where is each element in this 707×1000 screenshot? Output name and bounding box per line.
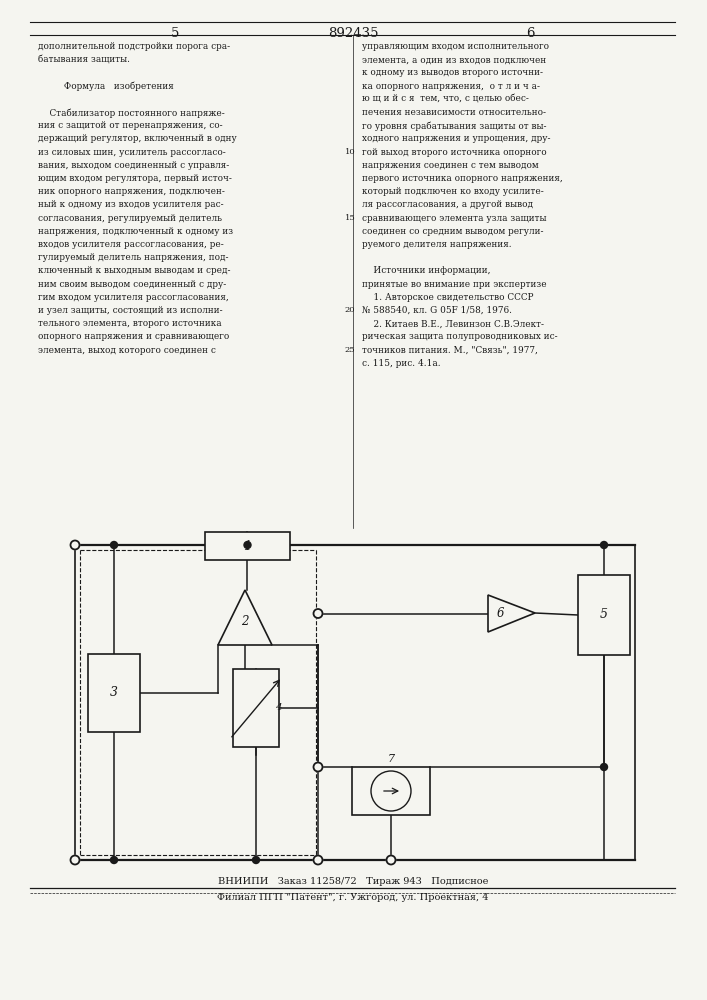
Text: ный к одному из входов усилителя рас-: ный к одному из входов усилителя рас- xyxy=(38,200,223,209)
Text: 10: 10 xyxy=(345,148,356,156)
Text: ВНИИПИ   Заказ 11258/72   Тираж 943   Подписное: ВНИИПИ Заказ 11258/72 Тираж 943 Подписно… xyxy=(218,877,489,886)
Text: сравнивающего элемента узла защиты: сравнивающего элемента узла защиты xyxy=(362,214,547,223)
Text: управляющим входом исполнительного: управляющим входом исполнительного xyxy=(362,42,549,51)
Text: 20: 20 xyxy=(345,306,355,314)
Bar xyxy=(88,654,140,732)
Circle shape xyxy=(371,771,411,811)
Bar xyxy=(352,767,430,815)
Text: гулируемый делитель напряжения, под-: гулируемый делитель напряжения, под- xyxy=(38,253,228,262)
Text: ка опорного напряжения,  о т л и ч а-: ка опорного напряжения, о т л и ч а- xyxy=(362,82,540,91)
Text: напряжения соединен с тем выводом: напряжения соединен с тем выводом xyxy=(362,161,539,170)
Text: ю щ и й с я  тем, что, с целью обес-: ю щ и й с я тем, что, с целью обес- xyxy=(362,95,529,104)
Text: 15: 15 xyxy=(344,214,356,222)
Text: 4: 4 xyxy=(275,704,281,712)
Text: ля рассогласования, а другой вывод: ля рассогласования, а другой вывод xyxy=(362,200,533,209)
Text: ния с защитой от перенапряжения, со-: ния с защитой от перенапряжения, со- xyxy=(38,121,223,130)
Text: Стабилизатор постоянного напряже-: Стабилизатор постоянного напряже- xyxy=(38,108,225,117)
Text: из силовых шин, усилитель рассогласо-: из силовых шин, усилитель рассогласо- xyxy=(38,148,226,157)
Text: точников питания. М., "Связь", 1977,: точников питания. М., "Связь", 1977, xyxy=(362,346,538,355)
Text: 1: 1 xyxy=(243,540,252,552)
Text: соединен со средним выводом регули-: соединен со средним выводом регули- xyxy=(362,227,544,236)
Text: ник опорного напряжения, подключен-: ник опорного напряжения, подключен- xyxy=(38,187,225,196)
Text: 2: 2 xyxy=(241,615,249,628)
Text: Источники информации,: Источники информации, xyxy=(362,266,491,275)
Text: 2. Китаев В.Е., Левинзон С.В.Элект-: 2. Китаев В.Е., Левинзон С.В.Элект- xyxy=(362,319,544,328)
Text: и узел защиты, состоящий из исполни-: и узел защиты, состоящий из исполни- xyxy=(38,306,223,315)
Text: Формула   изобретения: Формула изобретения xyxy=(38,82,174,91)
Text: печения независимости относительно-: печения независимости относительно- xyxy=(362,108,546,117)
Text: ходного напряжения и упрощения, дру-: ходного напряжения и упрощения, дру- xyxy=(362,134,551,143)
Text: батывания защиты.: батывания защиты. xyxy=(38,55,130,64)
Text: руемого делителя напряжения.: руемого делителя напряжения. xyxy=(362,240,512,249)
Text: элемента, а один из входов подключен: элемента, а один из входов подключен xyxy=(362,55,547,64)
Text: 6: 6 xyxy=(526,27,534,40)
Circle shape xyxy=(110,856,117,863)
Text: с. 115, рис. 4.1а.: с. 115, рис. 4.1а. xyxy=(362,359,440,368)
Text: ним своим выводом соединенный с дру-: ним своим выводом соединенный с дру- xyxy=(38,280,226,289)
Text: входов усилителя рассогласования, ре-: входов усилителя рассогласования, ре- xyxy=(38,240,223,249)
Polygon shape xyxy=(218,590,272,645)
Circle shape xyxy=(313,762,322,772)
Circle shape xyxy=(313,856,322,864)
Text: дополнительной подстройки порога сра-: дополнительной подстройки порога сра- xyxy=(38,42,230,51)
Circle shape xyxy=(252,856,259,863)
Text: № 588540, кл. G 05F 1/58, 1976.: № 588540, кл. G 05F 1/58, 1976. xyxy=(362,306,512,315)
Text: 6: 6 xyxy=(497,607,504,620)
Text: опорного напряжения и сравнивающего: опорного напряжения и сравнивающего xyxy=(38,332,229,341)
Text: рическая защита полупроводниковых ис-: рическая защита полупроводниковых ис- xyxy=(362,332,558,341)
Text: 1. Авторское свидетельство СССР: 1. Авторское свидетельство СССР xyxy=(362,293,534,302)
Bar xyxy=(233,669,279,747)
Text: гой выход второго источника опорного: гой выход второго источника опорного xyxy=(362,148,547,157)
Text: который подключен ко входу усилите-: который подключен ко входу усилите- xyxy=(362,187,544,196)
Text: принятые во внимание при экспертизе: принятые во внимание при экспертизе xyxy=(362,280,547,289)
Text: тельного элемента, второго источника: тельного элемента, второго источника xyxy=(38,319,221,328)
Bar xyxy=(578,575,630,655)
Text: 7: 7 xyxy=(387,754,395,764)
Bar xyxy=(205,532,290,560)
Text: элемента, выход которого соединен с: элемента, выход которого соединен с xyxy=(38,346,216,355)
Circle shape xyxy=(600,764,607,770)
Text: 25: 25 xyxy=(345,346,356,354)
Text: 3: 3 xyxy=(110,686,118,700)
Text: Филиал ПГП "Патент", г. Ужгород, ул. Проектная, 4: Филиал ПГП "Патент", г. Ужгород, ул. Про… xyxy=(217,893,489,902)
Circle shape xyxy=(244,542,251,548)
Circle shape xyxy=(387,856,395,864)
Circle shape xyxy=(600,542,607,548)
Text: напряжения, подключенный к одному из: напряжения, подключенный к одному из xyxy=(38,227,233,236)
Text: 5: 5 xyxy=(600,608,608,621)
Circle shape xyxy=(313,609,322,618)
Text: согласования, регулируемый делитель: согласования, регулируемый делитель xyxy=(38,214,222,223)
Text: ющим входом регулятора, первый источ-: ющим входом регулятора, первый источ- xyxy=(38,174,232,183)
Text: го уровня срабатывания защиты от вы-: го уровня срабатывания защиты от вы- xyxy=(362,121,547,131)
Text: гим входом усилителя рассогласования,: гим входом усилителя рассогласования, xyxy=(38,293,229,302)
Circle shape xyxy=(110,542,117,548)
Circle shape xyxy=(71,856,79,864)
Text: ключенный к выходным выводам и сред-: ключенный к выходным выводам и сред- xyxy=(38,266,230,275)
Text: к одному из выводов второго источни-: к одному из выводов второго источни- xyxy=(362,68,543,77)
Circle shape xyxy=(71,540,79,550)
Text: 892435: 892435 xyxy=(328,27,378,40)
Text: вания, выходом соединенный с управля-: вания, выходом соединенный с управля- xyxy=(38,161,229,170)
Text: держащий регулятор, включенный в одну: держащий регулятор, включенный в одну xyxy=(38,134,237,143)
Text: 5: 5 xyxy=(171,27,179,40)
Polygon shape xyxy=(488,595,535,632)
Text: первого источника опорного напряжения,: первого источника опорного напряжения, xyxy=(362,174,563,183)
